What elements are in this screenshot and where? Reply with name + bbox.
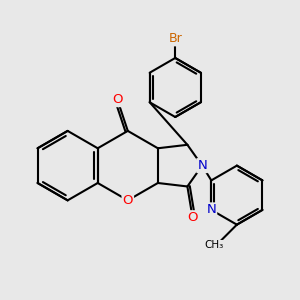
- Text: Br: Br: [168, 32, 182, 45]
- Text: CH₃: CH₃: [205, 241, 224, 250]
- Text: O: O: [122, 194, 133, 207]
- Text: N: N: [206, 203, 216, 216]
- Text: O: O: [187, 211, 198, 224]
- Text: O: O: [112, 93, 123, 106]
- Text: N: N: [197, 159, 207, 172]
